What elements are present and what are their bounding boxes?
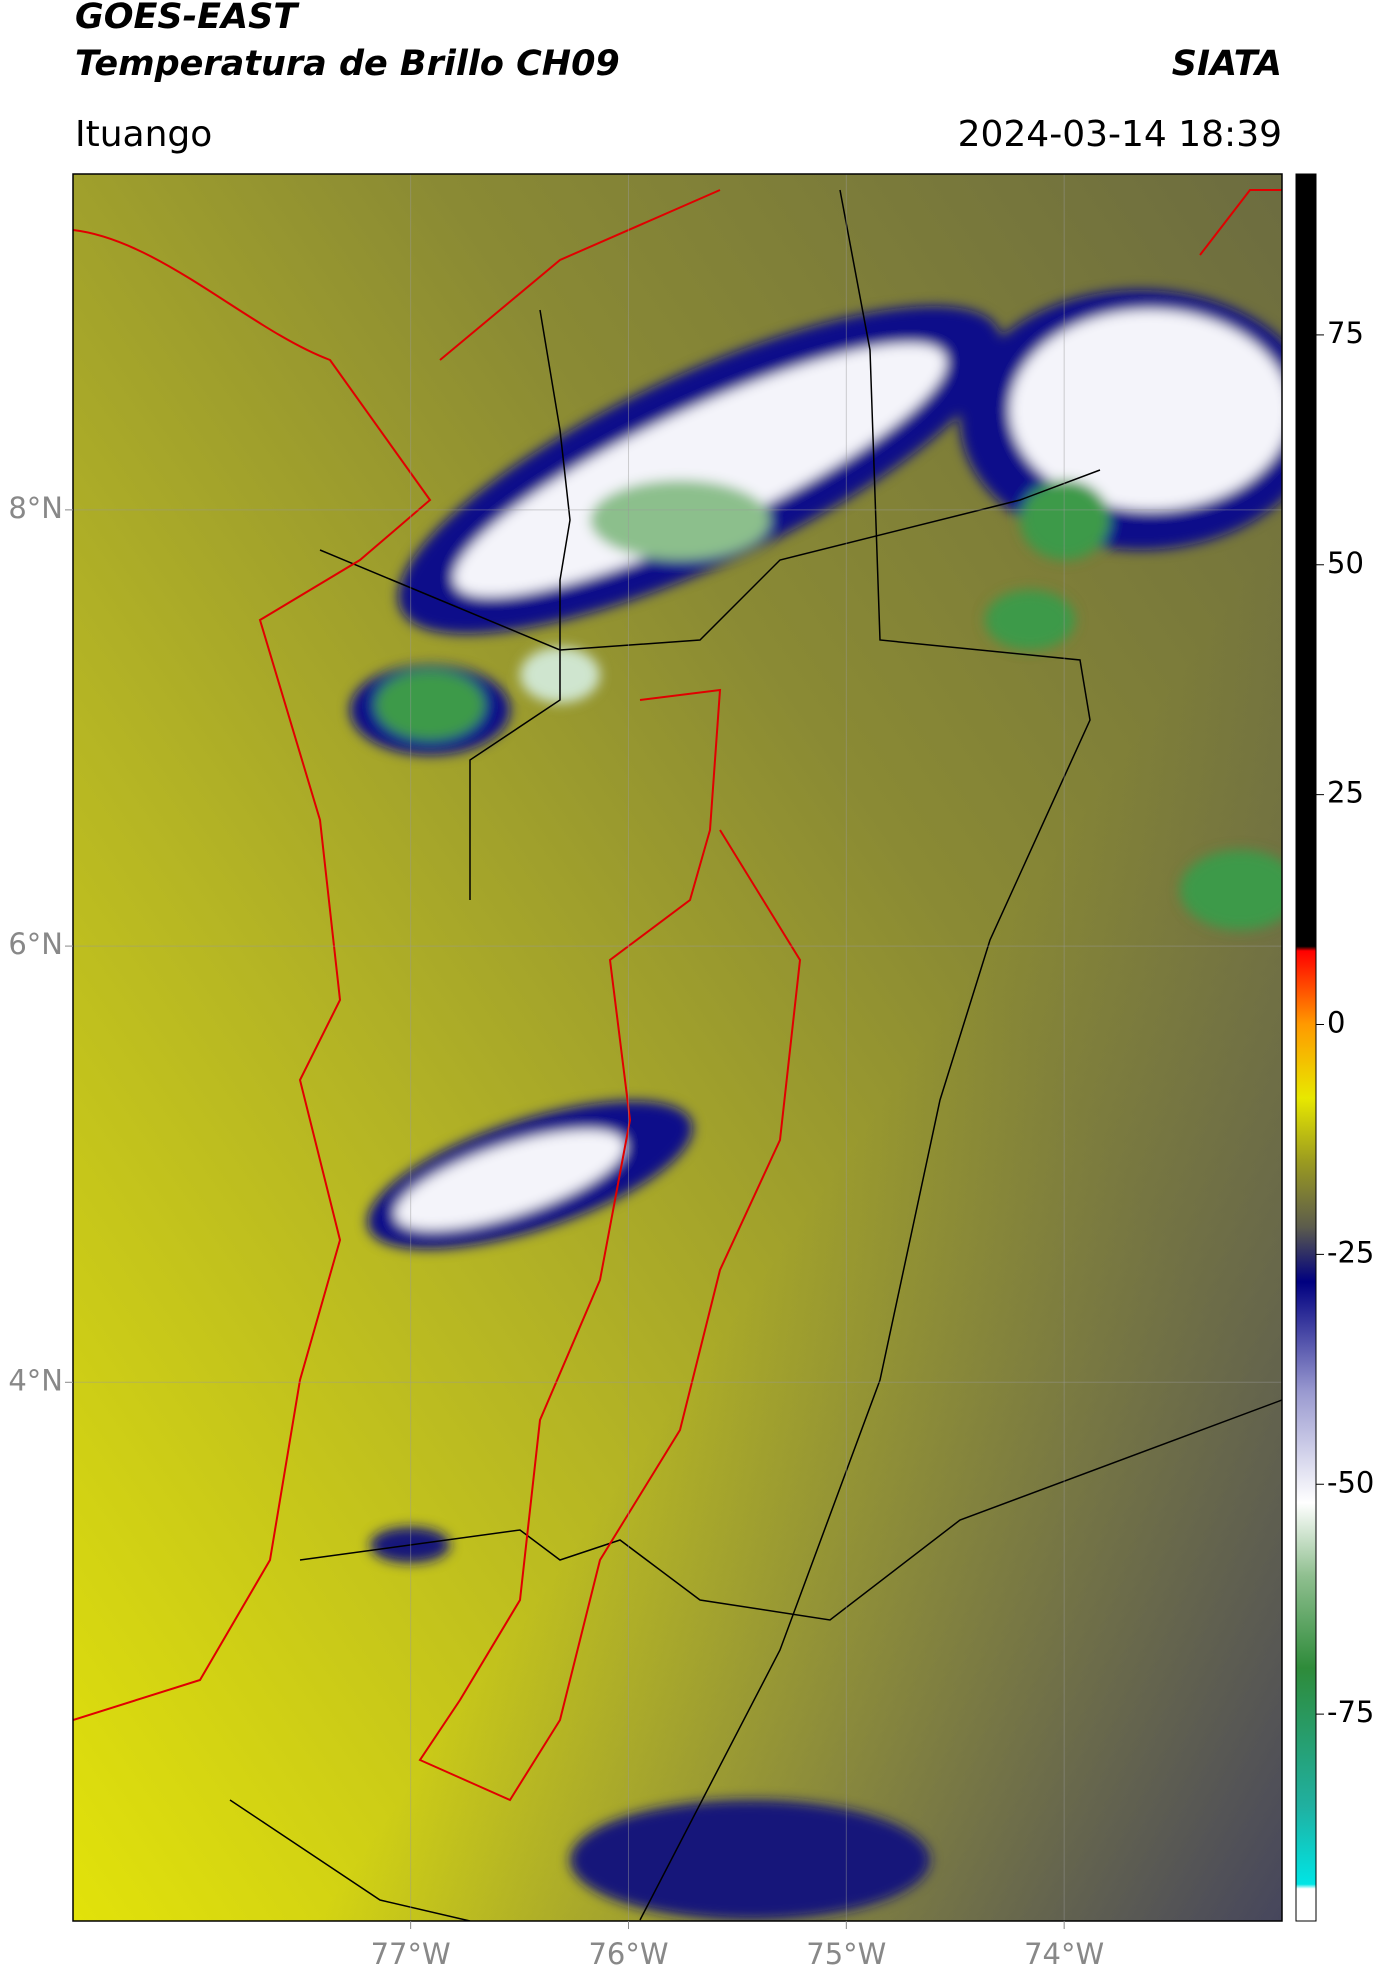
colorbar-tick-label: 25 — [1327, 776, 1364, 810]
subtitle: Temperatura de Brillo CH09 — [75, 44, 620, 84]
x-tick-label: 74°W — [1024, 1937, 1104, 1971]
y-tick-label: 8°N — [8, 491, 63, 525]
title: GOES-EAST — [75, 0, 300, 37]
colorbar-tick-label: -75 — [1327, 1695, 1374, 1729]
x-tick-label: 76°W — [588, 1937, 668, 1971]
colorbar-tick-label: 75 — [1327, 316, 1364, 350]
source: SIATA — [1172, 44, 1282, 84]
y-tick-label: 6°N — [8, 927, 63, 961]
y-tick-label: 4°N — [8, 1363, 63, 1397]
location: Ituango — [75, 114, 212, 155]
colorbar-tick-label: 0 — [1327, 1006, 1345, 1040]
satellite-image — [73, 174, 1282, 1921]
x-tick-label: 77°W — [371, 1937, 451, 1971]
x-tick-label: 75°W — [806, 1937, 886, 1971]
map-frame — [72, 173, 1283, 1922]
colorbar — [1295, 173, 1317, 1922]
colorbar-tick-label: -25 — [1327, 1235, 1374, 1269]
colorbar-tick-label: 50 — [1327, 546, 1364, 580]
colorbar-tick-label: -50 — [1327, 1465, 1374, 1499]
datetime: 2024-03-14 18:39 — [958, 114, 1282, 155]
